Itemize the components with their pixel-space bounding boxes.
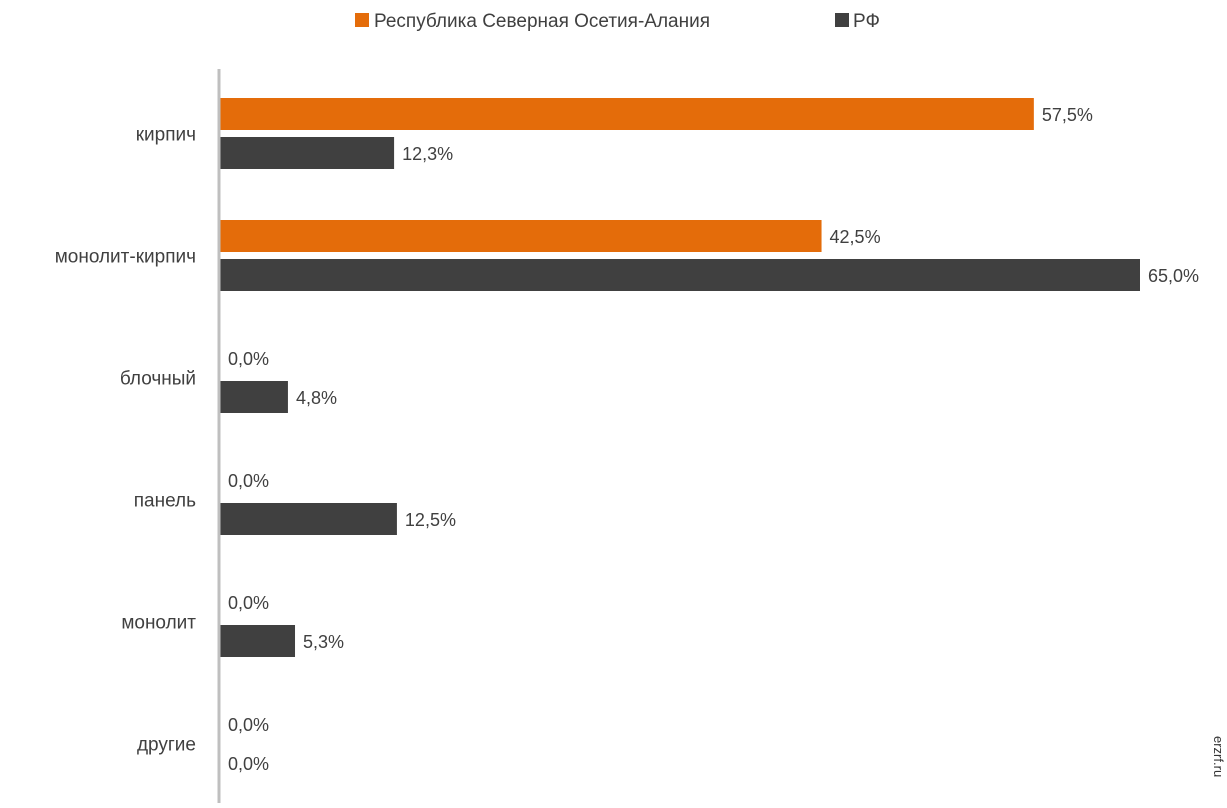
category-label-1: кирпич [136, 125, 196, 146]
bar-series1-2 [220, 220, 822, 252]
data-label-series2-4: 12,5% [405, 510, 456, 530]
category-label-6: другие [137, 735, 196, 756]
bar-series2-3 [220, 381, 288, 413]
watermark-text: erzrf.ru [1211, 736, 1226, 777]
category-label-4: панель [134, 491, 196, 512]
bar-series2-5 [220, 625, 296, 657]
data-label-series1-4: 0,0% [228, 471, 269, 491]
data-label-series2-1: 12,3% [402, 144, 453, 164]
data-label-series1-1: 57,5% [1042, 105, 1093, 125]
legend-swatch-2 [835, 13, 849, 27]
data-label-series1-2: 42,5% [830, 227, 881, 247]
data-label-series1-5: 0,0% [228, 593, 269, 613]
legend-label-1: Республика Северная Осетия-Алания [374, 11, 710, 32]
category-label-5: монолит [121, 613, 196, 634]
legend-swatch-1 [355, 13, 369, 27]
bar-series2-4 [220, 503, 397, 535]
bar-series2-2 [220, 259, 1140, 291]
bar-series2-1 [220, 137, 395, 169]
data-label-series2-3: 4,8% [296, 388, 337, 408]
bars [220, 98, 1140, 657]
bar-series1-1 [220, 98, 1034, 130]
category-label-3: блочный [120, 369, 196, 390]
data-label-series2-6: 0,0% [228, 754, 269, 774]
data-label-series1-3: 0,0% [228, 349, 269, 369]
legend: Республика Северная Осетия-Алания РФ [355, 11, 880, 32]
data-label-series2-5: 5,3% [303, 632, 344, 652]
data-label-series2-2: 65,0% [1148, 266, 1199, 286]
legend-label-2: РФ [853, 11, 880, 32]
data-labels: 57,5% 12,3% 42,5% 65,0% 0,0% 4,8% 0,0% 12,5% 0,0… [228, 105, 1199, 774]
category-label-2: монолит-кирпич [55, 247, 196, 268]
data-label-series1-6: 0,0% [228, 715, 269, 735]
category-labels: кирпич монолит-кирпич блочный панель монолит… [55, 125, 197, 756]
